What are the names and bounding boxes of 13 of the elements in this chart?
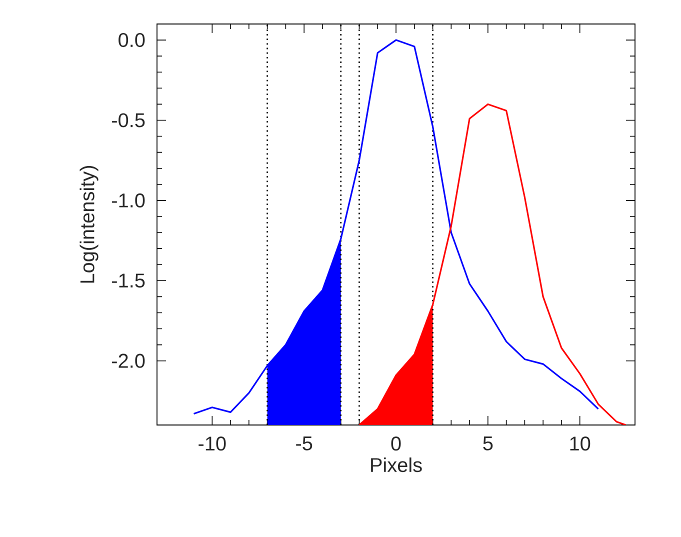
- y-axis-title: Log(intensity): [80, 166, 98, 283]
- x-axis-title: Pixels: [371, 457, 422, 472]
- x-tick-label: -10: [198, 436, 226, 451]
- y-tick-label: -0.5: [112, 113, 145, 128]
- line-series: [358, 103, 627, 425]
- x-tick-label: -5: [296, 436, 312, 450]
- x-tick-label: 0: [391, 436, 401, 451]
- y-tick-label: 0.0: [118, 32, 145, 48]
- x-tick-label: 10: [570, 436, 590, 451]
- y-tick-label: -1.0: [112, 193, 145, 208]
- y-tick-label: -2.0: [112, 354, 145, 368]
- x-tick-label: 5: [483, 436, 493, 450]
- y-tick-label: -1.5: [112, 274, 145, 288]
